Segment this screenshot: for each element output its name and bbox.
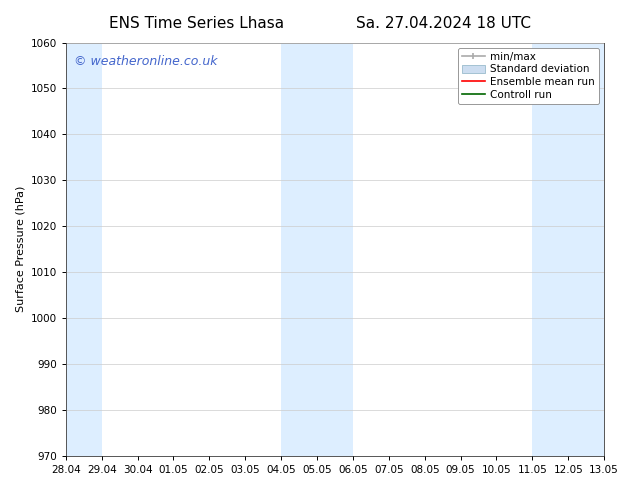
Y-axis label: Surface Pressure (hPa): Surface Pressure (hPa): [15, 186, 25, 313]
Bar: [533, 43, 604, 456]
Text: © weatheronline.co.uk: © weatheronline.co.uk: [74, 55, 217, 68]
Bar: [66, 43, 101, 456]
Legend: min/max, Standard deviation, Ensemble mean run, Controll run: min/max, Standard deviation, Ensemble me…: [458, 48, 599, 104]
Text: Sa. 27.04.2024 18 UTC: Sa. 27.04.2024 18 UTC: [356, 16, 531, 31]
Bar: [281, 43, 353, 456]
Text: ENS Time Series Lhasa: ENS Time Series Lhasa: [109, 16, 284, 31]
